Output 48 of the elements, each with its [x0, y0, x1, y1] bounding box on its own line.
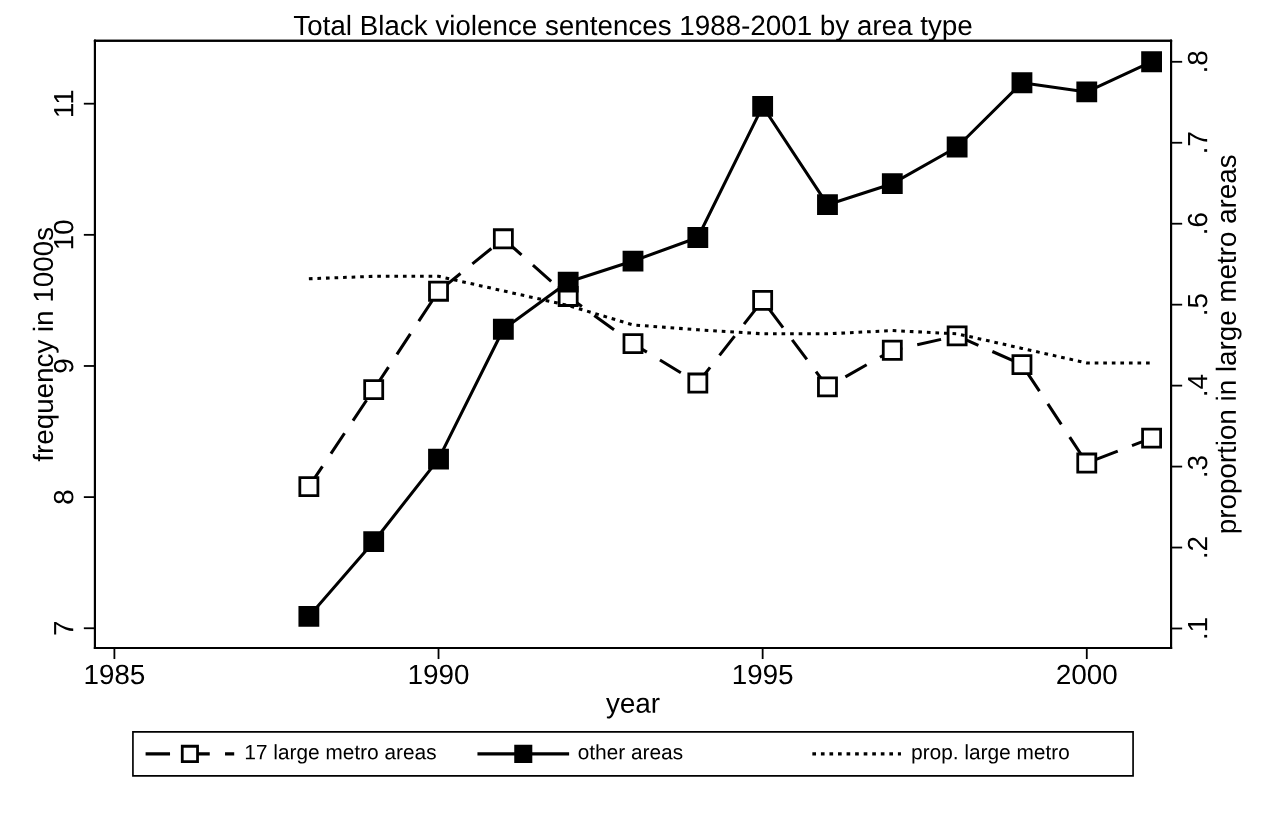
point [687, 227, 709, 248]
point [622, 333, 644, 355]
point [1076, 452, 1098, 474]
point [363, 531, 385, 553]
point [298, 476, 320, 498]
y2-tick-label: .3 [1187, 456, 1208, 476]
x-tick-label: 1995 [733, 664, 793, 685]
point [687, 372, 709, 394]
point [492, 228, 514, 250]
y-tick-label: 11 [54, 90, 74, 116]
point [1011, 72, 1033, 94]
point [752, 95, 774, 117]
y2-tick-label: .4 [1188, 374, 1208, 395]
point [752, 289, 774, 311]
point [298, 606, 320, 627]
point [881, 173, 903, 195]
point [881, 339, 903, 361]
point [946, 136, 968, 158]
point [946, 325, 968, 347]
x-tick-label: 2000 [1057, 664, 1117, 685]
y2-tick-label: .1 [1188, 618, 1208, 638]
chart-title: Total Black violence sentences 1988-2001 by area type [293, 14, 972, 41]
legend-label: prop. large metro [912, 744, 1069, 764]
point [1011, 354, 1033, 376]
point [622, 250, 644, 272]
point [428, 280, 449, 302]
legend-label: 17 large metro areas [245, 744, 436, 764]
point [557, 271, 579, 293]
y2-tick-label: .5 [1188, 294, 1208, 314]
y2-tick-label: .2 [1187, 537, 1208, 557]
y2-tick-label: .6 [1187, 213, 1208, 233]
y2-tick-label: .8 [1187, 51, 1208, 71]
x-axis-title: year [606, 697, 660, 719]
y-tick-label: 7 [54, 621, 74, 635]
point [428, 448, 449, 470]
point [492, 318, 514, 340]
legend-label: other areas [578, 744, 683, 760]
x-tick-label: 1985 [85, 664, 145, 685]
point [363, 379, 385, 400]
point [817, 376, 838, 398]
point [1076, 81, 1098, 103]
y-tick-label: 8 [53, 490, 74, 504]
y2-axis-title: proportion in large metro areas [1215, 155, 1242, 533]
y2-tick-label: .7 [1188, 132, 1208, 152]
point [1141, 427, 1163, 449]
point [817, 194, 838, 216]
x-tick-label: 1990 [409, 664, 469, 685]
point [1141, 51, 1163, 73]
